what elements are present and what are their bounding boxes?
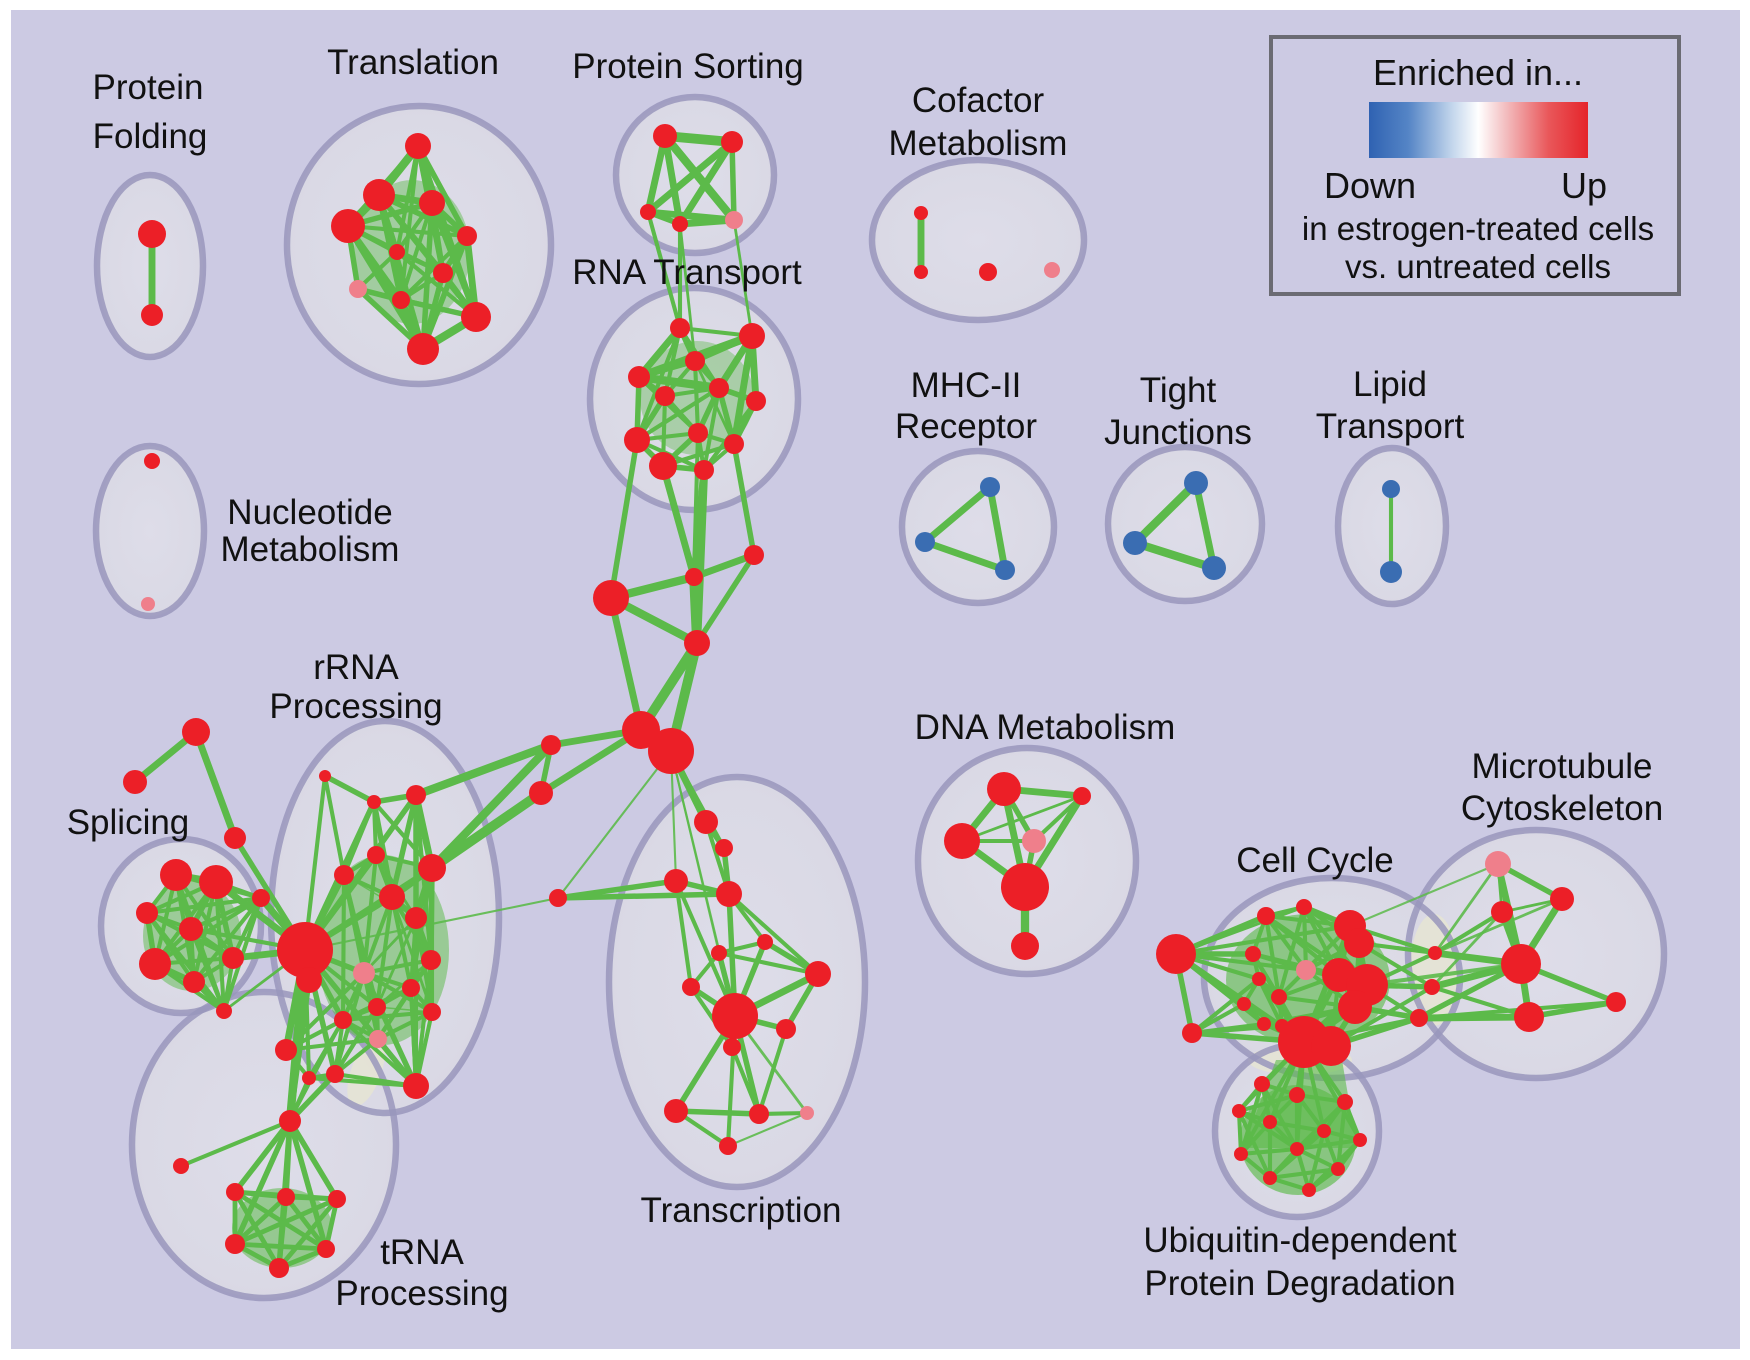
svg-text:Cofactor: Cofactor <box>912 81 1045 120</box>
svg-text:Lipid: Lipid <box>1353 365 1427 404</box>
svg-text:Receptor: Receptor <box>895 407 1037 446</box>
svg-text:Protein Degradation: Protein Degradation <box>1144 1264 1455 1303</box>
svg-text:rRNA: rRNA <box>313 648 399 687</box>
svg-text:MHC-II: MHC-II <box>911 366 1022 405</box>
svg-text:Processing: Processing <box>269 687 442 726</box>
svg-text:in estrogen-treated cells: in estrogen-treated cells <box>1302 210 1654 247</box>
svg-text:DNA Metabolism: DNA Metabolism <box>915 708 1176 747</box>
svg-text:tRNA: tRNA <box>380 1233 464 1272</box>
svg-text:Microtubule: Microtubule <box>1472 747 1653 786</box>
svg-text:RNA Transport: RNA Transport <box>572 253 802 292</box>
svg-text:Protein: Protein <box>93 68 204 107</box>
svg-text:Transcription: Transcription <box>641 1191 842 1230</box>
svg-text:Ubiquitin-dependent: Ubiquitin-dependent <box>1143 1221 1457 1260</box>
svg-text:Cytoskeleton: Cytoskeleton <box>1461 789 1663 828</box>
svg-text:Metabolism: Metabolism <box>221 530 400 569</box>
svg-text:Transport: Transport <box>1316 407 1465 446</box>
svg-text:Junctions: Junctions <box>1104 413 1252 452</box>
svg-text:Processing: Processing <box>335 1274 508 1313</box>
svg-text:Protein Sorting: Protein Sorting <box>572 47 804 86</box>
svg-text:Metabolism: Metabolism <box>889 124 1068 163</box>
svg-text:Tight: Tight <box>1140 371 1217 410</box>
svg-text:Splicing: Splicing <box>67 803 190 842</box>
svg-text:Translation: Translation <box>327 43 499 82</box>
svg-text:Down: Down <box>1324 165 1416 206</box>
svg-text:vs. untreated cells: vs. untreated cells <box>1345 248 1611 285</box>
svg-text:Folding: Folding <box>93 117 208 156</box>
svg-text:Enriched in...: Enriched in... <box>1373 52 1583 93</box>
svg-text:Nucleotide: Nucleotide <box>227 493 392 532</box>
svg-text:Up: Up <box>1561 165 1607 206</box>
svg-text:Cell Cycle: Cell Cycle <box>1236 841 1394 880</box>
